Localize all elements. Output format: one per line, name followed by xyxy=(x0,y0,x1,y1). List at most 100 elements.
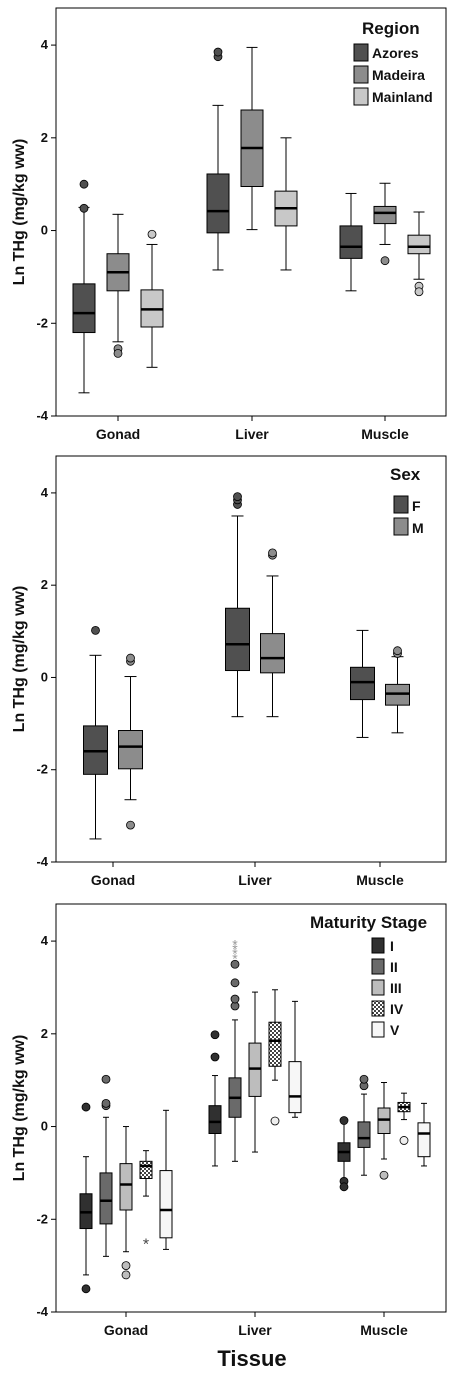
legend-label: M xyxy=(412,520,424,536)
outlier-point xyxy=(101,1098,111,1108)
legend-swatch xyxy=(371,1000,385,1017)
y-tick-label: -2 xyxy=(36,1211,48,1226)
box-iqr xyxy=(260,633,285,674)
y-tick-label: -2 xyxy=(36,315,48,330)
box-Azores-Liver xyxy=(206,47,230,271)
y-tick-label: 2 xyxy=(41,577,48,592)
outlier-point xyxy=(81,1284,91,1294)
box-iqr xyxy=(407,234,431,255)
legend-swatch xyxy=(353,87,369,106)
y-tick-label: 2 xyxy=(41,130,48,145)
outlier-point xyxy=(380,256,390,266)
y-tick-label: -2 xyxy=(36,762,48,777)
legend-label: I xyxy=(390,938,394,954)
legend-label: IV xyxy=(390,1001,404,1017)
outlier-point xyxy=(270,1116,280,1126)
outlier-point xyxy=(379,1170,389,1180)
y-axis-label: Ln THg (mg/kg ww) xyxy=(11,586,28,733)
x-category-label: Liver xyxy=(238,872,272,888)
box-iqr xyxy=(118,730,143,770)
box-Azores-Gonad xyxy=(72,179,96,394)
outlier-point xyxy=(399,1136,409,1145)
box-iqr xyxy=(268,1021,282,1067)
legend-label: III xyxy=(390,980,402,996)
box-III-Gonad xyxy=(119,1126,133,1280)
x-axis-label: Tissue xyxy=(217,1346,286,1371)
y-tick-label: 4 xyxy=(41,933,49,948)
y-tick-label: -4 xyxy=(36,408,48,423)
box-II-Muscle xyxy=(357,1074,371,1176)
outlier-point xyxy=(233,492,242,502)
box-I-Gonad xyxy=(79,1102,93,1294)
outlier-point xyxy=(339,1116,349,1125)
outlier-point xyxy=(213,47,223,57)
box-V-Liver xyxy=(288,1000,302,1118)
y-tick-label: 2 xyxy=(41,1026,48,1041)
outlier-point xyxy=(121,1261,131,1271)
box-II-Gonad xyxy=(99,1074,113,1257)
box-F-Muscle xyxy=(350,629,375,738)
outlier-point xyxy=(147,229,157,239)
outlier-point xyxy=(210,1030,220,1040)
panel-maturity: Ln THg (mg/kg ww) Maturity Stage I II II… xyxy=(11,903,447,1371)
y-tick-label: -4 xyxy=(36,1304,48,1319)
chart-marks: -4 -2 0 2 4 Gonad Liver Muscle -4 -2 0 2 4 Gonad Liver… xyxy=(36,37,431,1338)
box-iqr xyxy=(139,1160,153,1179)
box-Mainland-Gonad xyxy=(140,229,164,368)
y-tick-label: 4 xyxy=(41,37,49,52)
extreme-point: * xyxy=(232,950,238,966)
legend-swatch xyxy=(353,43,369,62)
box-iqr xyxy=(350,666,375,701)
outlier-point xyxy=(414,287,424,297)
box-III-Muscle xyxy=(377,1082,391,1180)
chart-panel-1: -4 -2 0 2 4 Gonad Liver Muscle xyxy=(36,37,431,442)
outlier-point xyxy=(121,1270,131,1280)
extreme-point: * xyxy=(232,946,238,962)
extreme-point: * xyxy=(143,1236,149,1253)
box-M-Gonad xyxy=(118,653,143,830)
box-iqr xyxy=(159,1170,173,1239)
outlier-point xyxy=(268,548,277,558)
legend-title: Maturity Stage xyxy=(310,913,427,932)
box-iqr xyxy=(208,1105,222,1134)
y-tick-label: 0 xyxy=(41,223,48,238)
legend-swatch xyxy=(353,65,369,84)
legend-label: V xyxy=(390,1022,400,1038)
extreme-point: * xyxy=(232,941,238,957)
y-axis-label: Ln THg (mg/kg ww) xyxy=(11,1035,28,1182)
outlier-point xyxy=(91,625,100,635)
legend-swatch xyxy=(393,517,409,536)
box-Madeira-Gonad xyxy=(106,213,130,358)
legend-label: Mainland xyxy=(372,89,433,105)
x-category-label: Muscle xyxy=(356,872,404,888)
y-axis-label: Ln THg (mg/kg ww) xyxy=(11,139,28,286)
x-category-label: Gonad xyxy=(104,1322,148,1338)
x-category-label: Muscle xyxy=(360,1322,408,1338)
box-Azores-Muscle xyxy=(339,192,363,292)
legend-swatch xyxy=(371,958,385,975)
outlier-point xyxy=(210,1052,220,1062)
box-V-Muscle xyxy=(417,1102,431,1167)
box-Mainland-Liver xyxy=(274,137,298,271)
y-tick-label: 0 xyxy=(41,1119,48,1134)
outlier-point xyxy=(113,349,123,358)
box-iqr xyxy=(357,1121,371,1148)
legend-label: II xyxy=(390,959,398,975)
outlier-point xyxy=(81,1102,91,1112)
box-III-Liver xyxy=(248,991,262,1153)
outlier-point xyxy=(101,1074,111,1084)
legend-swatch xyxy=(371,937,385,954)
outlier-point xyxy=(79,203,89,213)
box-M-Muscle xyxy=(385,646,410,734)
plot-frame xyxy=(55,455,447,863)
extreme-point: * xyxy=(232,936,238,952)
box-II-Liver xyxy=(228,959,242,1162)
box-iqr xyxy=(72,283,96,334)
legend-swatch xyxy=(393,495,409,514)
outlier-point xyxy=(230,978,240,988)
box-iqr xyxy=(225,607,250,672)
outlier-point xyxy=(359,1074,369,1084)
legend-title: Region xyxy=(362,19,420,38)
